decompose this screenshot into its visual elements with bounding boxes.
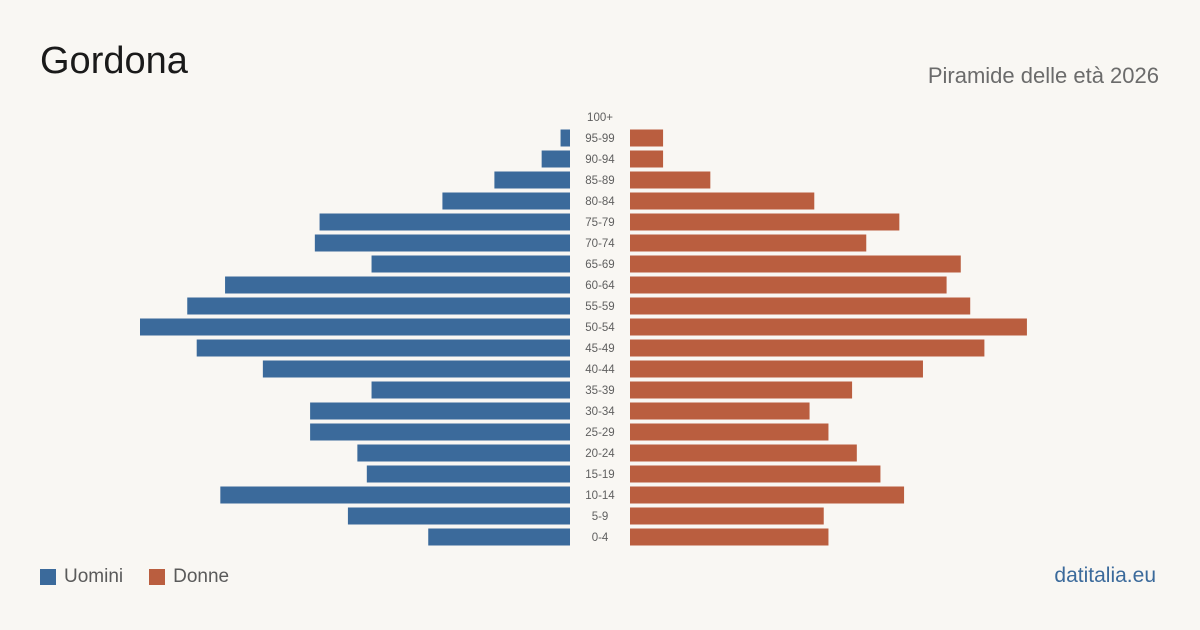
chart-subtitle: Piramide delle età 2026 xyxy=(927,63,1159,88)
bar-female-65-69 xyxy=(630,255,961,273)
bar-male-20-24 xyxy=(357,444,570,462)
bar-male-75-79 xyxy=(319,213,570,231)
age-label-10-14: 10-14 xyxy=(585,490,615,502)
age-label-30-34: 30-34 xyxy=(585,406,615,418)
age-label-70-74: 70-74 xyxy=(585,238,615,250)
bar-male-50-54 xyxy=(140,318,570,336)
age-label-0-4: 0-4 xyxy=(592,532,609,544)
chart-legend: Uomini Donne xyxy=(40,566,255,588)
age-label-75-79: 75-79 xyxy=(585,217,614,229)
bar-female-35-39 xyxy=(630,381,853,399)
bar-female-30-34 xyxy=(630,402,810,420)
bar-female-60-64 xyxy=(630,276,947,294)
age-label-90-94: 90-94 xyxy=(585,154,615,166)
age-label-5-9: 5-9 xyxy=(592,511,609,523)
age-label-60-64: 60-64 xyxy=(585,280,615,292)
legend-swatch-female xyxy=(149,569,166,585)
age-label-95-99: 95-99 xyxy=(585,133,614,145)
brand-link[interactable]: datitalia.eu xyxy=(1054,564,1156,587)
bar-female-95-99 xyxy=(630,129,664,147)
bar-female-20-24 xyxy=(630,444,857,462)
bar-female-15-19 xyxy=(630,465,881,483)
age-label-80-84: 80-84 xyxy=(585,196,615,208)
legend-item-male: Uomini xyxy=(40,566,123,588)
bar-female-90-94 xyxy=(630,150,664,168)
bar-female-25-29 xyxy=(630,423,829,441)
bar-male-15-19 xyxy=(366,465,570,483)
bar-male-25-29 xyxy=(310,423,570,441)
bar-male-40-44 xyxy=(262,360,570,378)
bar-male-85-89 xyxy=(494,171,570,189)
bar-female-75-79 xyxy=(630,213,900,231)
age-label-45-49: 45-49 xyxy=(585,343,614,355)
age-label-100+: 100+ xyxy=(587,112,613,124)
bar-female-0-4 xyxy=(630,528,829,546)
bar-male-35-39 xyxy=(371,381,570,399)
age-label-15-19: 15-19 xyxy=(585,469,614,481)
legend-label-male: Uomini xyxy=(64,566,124,587)
age-label-35-39: 35-39 xyxy=(585,385,614,397)
bar-male-45-49 xyxy=(196,339,570,357)
age-label-40-44: 40-44 xyxy=(585,364,615,376)
age-label-50-54: 50-54 xyxy=(585,322,615,334)
bar-male-5-9 xyxy=(347,507,570,525)
bar-male-60-64 xyxy=(225,276,571,294)
bar-male-80-84 xyxy=(442,192,570,210)
legend-label-female: Donne xyxy=(173,566,230,587)
bar-male-65-69 xyxy=(371,255,570,273)
age-label-25-29: 25-29 xyxy=(585,427,614,439)
bar-female-85-89 xyxy=(630,171,711,189)
bar-female-45-49 xyxy=(630,339,985,357)
page-title: Gordona xyxy=(40,40,188,82)
bar-male-30-34 xyxy=(310,402,570,420)
legend-item-female: Donne xyxy=(149,566,229,588)
bar-female-50-54 xyxy=(630,318,1027,336)
legend-swatch-male xyxy=(40,569,56,585)
bar-female-5-9 xyxy=(630,507,824,525)
bar-male-70-74 xyxy=(314,234,570,252)
bar-female-80-84 xyxy=(630,192,815,210)
bar-female-10-14 xyxy=(630,486,905,504)
bar-female-40-44 xyxy=(630,360,923,378)
bar-male-0-4 xyxy=(428,528,570,546)
bar-female-55-59 xyxy=(630,297,971,315)
bar-female-70-74 xyxy=(630,234,867,252)
age-label-85-89: 85-89 xyxy=(585,175,614,187)
bar-male-10-14 xyxy=(220,486,571,504)
bar-male-55-59 xyxy=(187,297,570,315)
age-label-55-59: 55-59 xyxy=(585,301,614,313)
bar-male-90-94 xyxy=(541,150,570,168)
bar-male-95-99 xyxy=(560,129,570,147)
age-label-20-24: 20-24 xyxy=(585,448,615,460)
age-label-65-69: 65-69 xyxy=(585,259,614,271)
